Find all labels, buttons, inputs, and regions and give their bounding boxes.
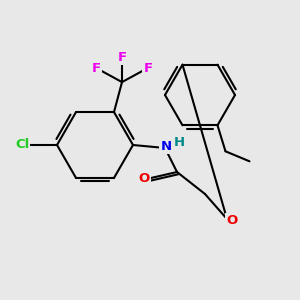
Text: F: F: [117, 51, 127, 64]
Text: N: N: [160, 140, 172, 152]
Text: F: F: [92, 61, 100, 75]
Text: O: O: [226, 214, 238, 227]
Text: H: H: [173, 136, 184, 148]
Text: Cl: Cl: [15, 139, 29, 152]
Text: F: F: [143, 61, 153, 75]
Text: O: O: [138, 172, 150, 184]
